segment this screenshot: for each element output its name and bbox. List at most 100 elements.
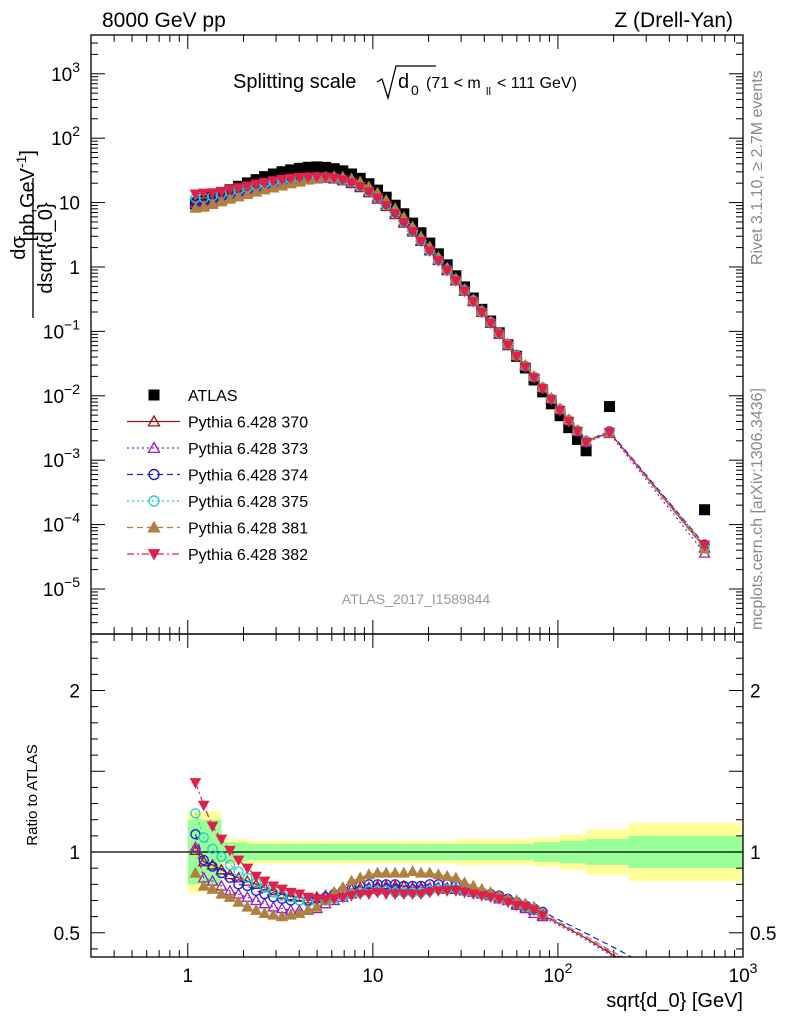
data-point (302, 172, 314, 183)
data-point (310, 172, 323, 183)
y-tick-label: 10 (59, 194, 80, 215)
ratio-point (450, 886, 462, 897)
data-point (345, 178, 358, 189)
ratio-point (198, 854, 209, 866)
ratio-point (216, 851, 227, 863)
series-pythia-3 (190, 171, 710, 550)
data-point (406, 227, 419, 238)
data-point (259, 171, 271, 183)
data-point (458, 286, 471, 298)
ratio-point (536, 910, 549, 922)
ratio-point (389, 889, 402, 901)
ratio-point (216, 867, 227, 879)
legend-entry: Pythia 6.428 375 (127, 494, 308, 511)
ratio-point (449, 871, 462, 883)
header-left-label: 8000 GeV pp (102, 9, 226, 32)
ratio-point (458, 887, 471, 899)
data-point (276, 166, 288, 178)
ratio-point (345, 891, 358, 902)
ratio-point (302, 892, 314, 904)
data-point (319, 172, 332, 184)
y-tick-label: 102 (51, 123, 80, 150)
ratio-y-tick-label-left: 1 (69, 843, 80, 864)
ratio-point (354, 889, 367, 901)
ratio-y-tick-label-left: 0.5 (54, 924, 80, 945)
ratio-point (484, 892, 497, 904)
ratio-point (336, 892, 349, 904)
ratio-point (224, 845, 236, 857)
ratio-point (198, 832, 209, 843)
ratio-point (189, 840, 202, 852)
data-point (484, 318, 497, 330)
ratio-point (389, 866, 402, 878)
data-point (363, 187, 375, 199)
data-point (336, 175, 349, 187)
ratio-point (328, 894, 341, 905)
series-line (195, 176, 706, 545)
series-line (195, 176, 706, 548)
ratio-point (267, 884, 280, 896)
ratio-point (371, 887, 384, 899)
legend-entry: Pythia 6.428 370 (127, 415, 308, 432)
ratio-point (293, 889, 306, 901)
ratio-y-tick-label-right: 2 (750, 682, 761, 703)
ratio-y-axis-label: Ratio to ATLAS (24, 744, 41, 845)
ratio-point (241, 863, 254, 875)
ylabel-numerator: dσ (8, 236, 30, 260)
ratio-point (458, 876, 471, 888)
ratio-point (207, 843, 218, 854)
ratio-point (441, 886, 453, 897)
legend-entry: Pythia 6.428 381 (127, 521, 308, 538)
y-tick-label: 10−4 (43, 510, 80, 537)
ratio-point (423, 887, 436, 899)
data-point (502, 340, 514, 352)
ratio-point (250, 877, 263, 889)
ratio-point (250, 894, 263, 906)
ratio-point (275, 910, 289, 922)
ratio-point (267, 881, 280, 892)
data-point (328, 173, 341, 185)
x-axis-label: sqrt{d_0} [GeV] (606, 990, 743, 1012)
legend-marker (147, 549, 161, 561)
ratio-point (241, 900, 254, 912)
ratio-series-5 (189, 865, 624, 957)
ratio-point (432, 868, 445, 880)
series-line (195, 176, 706, 546)
legend-marker (148, 389, 160, 401)
data-point (536, 384, 549, 395)
data-point (189, 201, 202, 213)
ratio-point (197, 855, 210, 867)
legend-label: Pythia 6.428 382 (188, 547, 308, 564)
data-point (328, 163, 340, 175)
data-point (197, 188, 210, 200)
data-point (276, 174, 288, 186)
legend-label: Pythia 6.428 373 (188, 441, 308, 458)
ratio-point (475, 891, 488, 902)
legend-marker (147, 520, 161, 533)
ratio-point (371, 866, 384, 878)
data-point (232, 190, 245, 202)
title-range-suffix: < 111 GeV) (497, 75, 577, 92)
ratio-point (336, 881, 349, 893)
title-range-subscript: ll (486, 86, 491, 98)
data-point (519, 362, 532, 374)
ratio-point (189, 866, 202, 878)
data-point (241, 181, 254, 193)
ratio-point (528, 905, 540, 917)
data-point (423, 246, 436, 258)
ratio-point (267, 908, 280, 920)
data-point (223, 192, 237, 204)
ratio-point (276, 884, 288, 896)
ratio-point (319, 894, 332, 905)
data-point (197, 200, 210, 212)
legend-label: Pythia 6.428 370 (188, 415, 308, 432)
data-point (267, 168, 279, 180)
ratio-point (232, 871, 245, 883)
ratio-point (406, 889, 419, 901)
ratio-point (397, 866, 410, 878)
header-right-label: Z (Drell-Yan) (614, 9, 733, 32)
data-point (510, 351, 523, 363)
series-line (195, 176, 706, 550)
data-point (432, 256, 445, 267)
